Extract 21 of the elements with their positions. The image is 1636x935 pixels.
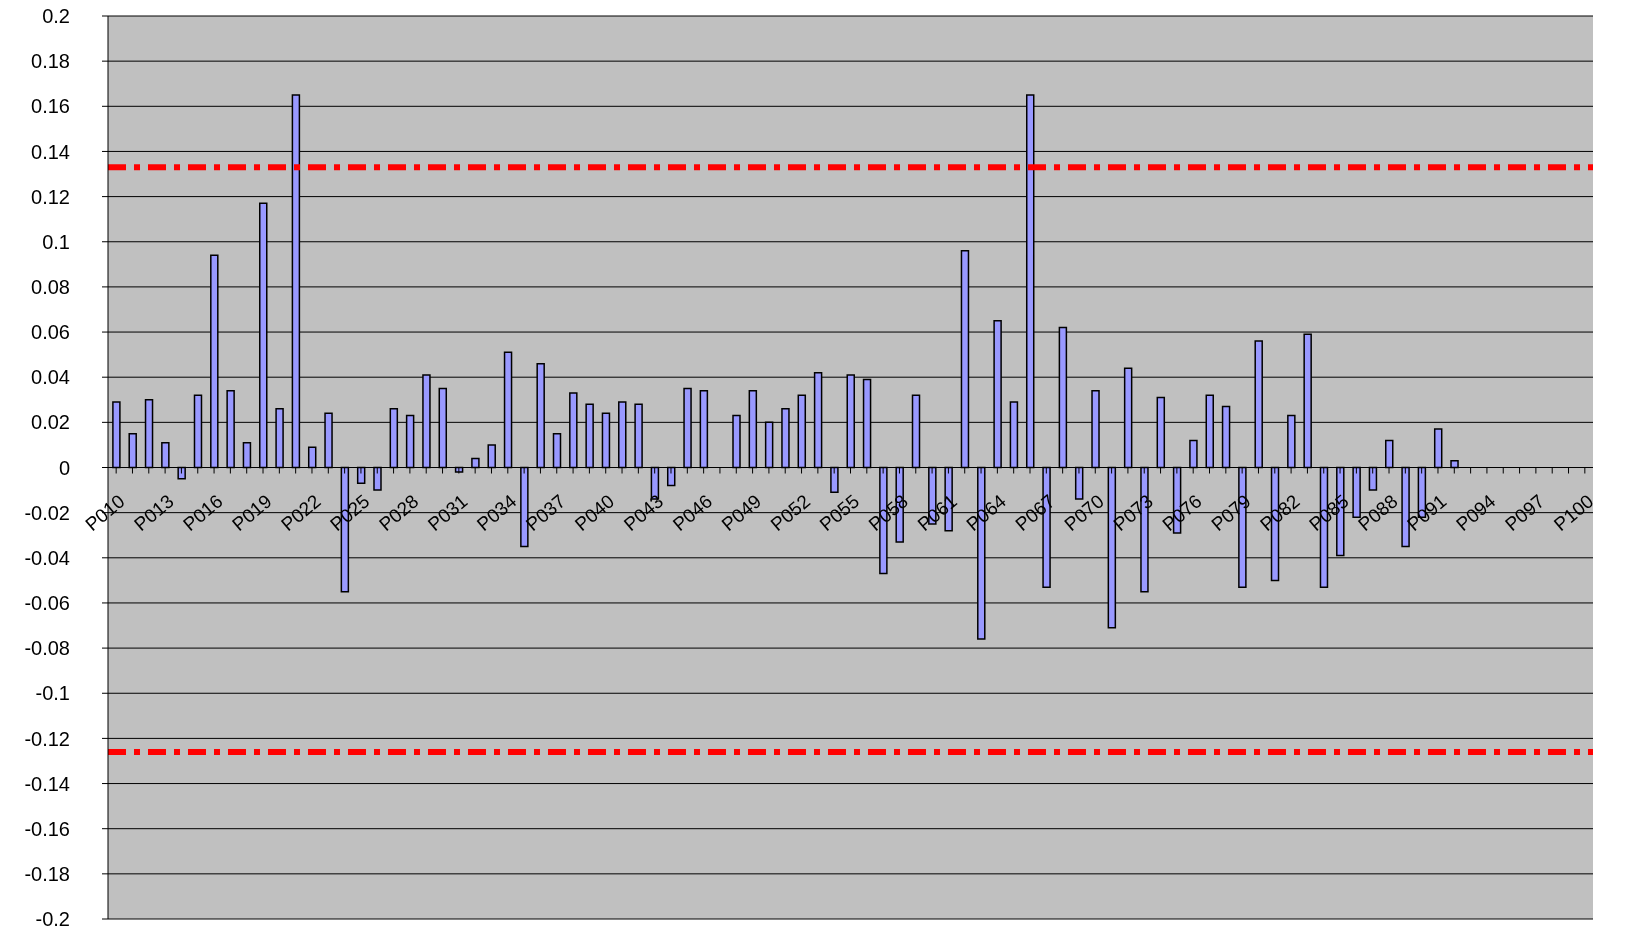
- y-tick-label: 0.08: [31, 276, 70, 298]
- y-tick-label: 0.04: [31, 366, 70, 389]
- y-tick-label: -0.06: [24, 592, 70, 615]
- y-tick-label: 0.2: [42, 5, 70, 28]
- y-tick-label: -0.12: [24, 727, 70, 750]
- y-tick-label: 0: [58, 456, 70, 479]
- y-tick-label: 0.12: [31, 185, 70, 208]
- y-tick-label: -0.02: [24, 501, 70, 524]
- y-tick-label: 0.06: [31, 321, 70, 344]
- y-tick-label: -0.14: [24, 772, 70, 795]
- y-tick-label: 0.14: [31, 140, 70, 163]
- y-tick-label: -0.2: [35, 908, 70, 931]
- y-tick-label: -0.1: [35, 682, 70, 705]
- y-tick-label: -0.18: [24, 862, 70, 885]
- y-tick-label: -0.16: [24, 817, 70, 840]
- y-tick-label: 0.16: [31, 95, 70, 118]
- y-tick-label: 0.18: [31, 50, 70, 73]
- y-tick-label: 0.02: [31, 411, 70, 434]
- y-tick-label: -0.08: [24, 637, 70, 660]
- y-tick-label: 0.1: [42, 230, 70, 253]
- y-tick-label: -0.04: [24, 546, 70, 569]
